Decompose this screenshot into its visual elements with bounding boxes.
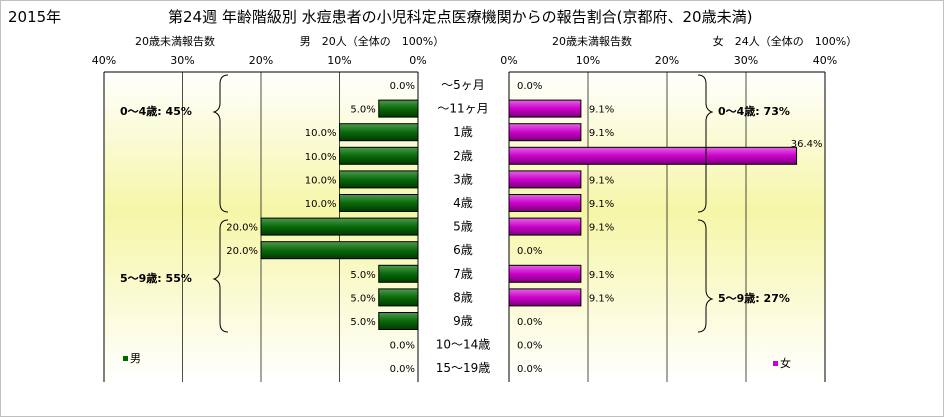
legend-male-swatch [123, 356, 128, 361]
male-bar [339, 146, 419, 165]
female-value-label: 0.0% [517, 81, 542, 92]
right-axis-title: 20歳未満報告数 [552, 35, 632, 48]
category-label: 9歳 [453, 314, 473, 328]
female-value-label: 0.0% [517, 341, 542, 352]
male-value-label: 5.0% [350, 270, 375, 281]
female-bar [508, 194, 582, 212]
male-bar [378, 264, 419, 283]
female-value-label: 9.1% [589, 128, 614, 139]
male-bar [260, 217, 419, 236]
category-label: 1歳 [453, 125, 473, 139]
right-tick-label: 30% [734, 54, 758, 67]
male-bar [378, 99, 419, 118]
category-label: 15～19歳 [436, 361, 491, 375]
male-bar [339, 170, 419, 189]
year-label: 2015年 [8, 8, 61, 26]
category-label: 10～14歳 [436, 338, 491, 352]
right-tick-label: 0% [500, 54, 517, 67]
legend-female-label: 女 [780, 356, 791, 370]
left-group-label-0-4: 0～4歳: 45% [120, 104, 192, 118]
right-group-label-0-4: 0～4歳: 73% [718, 104, 790, 118]
left-tick-label: 40% [92, 54, 116, 67]
male-value-label: 0.0% [390, 341, 415, 352]
right-tick-label: 10% [576, 54, 600, 67]
left-axis-title: 20歳未満報告数 [135, 35, 215, 48]
male-value-label: 20.0% [226, 223, 258, 234]
right-tick-label: 20% [655, 54, 679, 67]
female-value-label: 0.0% [517, 246, 542, 257]
male-value-label: 10.0% [305, 128, 337, 139]
female-bar [508, 170, 582, 189]
female-value-label: 0.0% [517, 317, 542, 328]
right-brace-5-9 [697, 219, 714, 333]
category-label: ～5ヶ月 [441, 78, 485, 92]
female-value-label: 36.4% [791, 139, 823, 150]
category-label: 2歳 [453, 149, 473, 163]
right-group-label-5-9: 5～9歳: 27% [718, 291, 790, 305]
female-bar [508, 123, 582, 142]
female-bar [508, 288, 582, 307]
male-bar [378, 288, 419, 307]
female-value-label: 9.1% [589, 223, 614, 234]
female-bar [508, 99, 582, 118]
male-value-label: 5.0% [350, 317, 375, 328]
male-value-label: 10.0% [305, 152, 337, 163]
legend-male-label: 男 [130, 352, 141, 365]
female-value-label: 9.1% [589, 199, 614, 210]
left-tick-label: 30% [170, 54, 194, 67]
male-bar [378, 312, 419, 330]
left-tick-label: 0% [409, 54, 426, 67]
left-brace-5-9 [212, 219, 229, 333]
male-value-label: 5.0% [350, 293, 375, 304]
left-panel-title: 男 20人（全体の 100%） [300, 34, 444, 48]
female-value-label: 9.1% [589, 175, 614, 186]
right-tick-label: 40% [813, 54, 837, 67]
right-brace-0-4 [697, 74, 714, 213]
left-group-label-5-9: 5～9歳: 55% [120, 271, 192, 285]
male-value-label: 0.0% [390, 364, 415, 375]
male-value-label: 0.0% [390, 81, 415, 92]
left-tick-label: 10% [327, 54, 351, 67]
category-label: 3歳 [453, 172, 473, 186]
male-value-label: 5.0% [350, 105, 375, 116]
left-brace-0-4 [212, 74, 229, 213]
category-label: 6歳 [453, 243, 473, 257]
male-value-label: 10.0% [305, 199, 337, 210]
male-bar [260, 241, 419, 260]
category-label: 4歳 [453, 196, 473, 210]
female-value-label: 9.1% [589, 270, 614, 281]
right-panel-title: 女 24人（全体の 100%） [713, 34, 857, 48]
category-label: ～11ヶ月 [437, 102, 488, 116]
chart-title: 第24週 年齢階級別 水痘患者の小児科定点医療機関からの報告割合(京都府、20歳… [168, 8, 752, 26]
category-label: 5歳 [453, 220, 473, 234]
legend-female-swatch [773, 361, 778, 366]
female-value-label: 0.0% [517, 364, 542, 375]
left-tick-label: 20% [249, 54, 273, 67]
category-label: 8歳 [453, 290, 473, 304]
female-bar [508, 217, 582, 236]
female-bar [508, 146, 798, 165]
female-bar [508, 264, 582, 283]
category-label: 7歳 [453, 267, 473, 281]
male-value-label: 10.0% [305, 175, 337, 186]
male-bar [339, 123, 419, 142]
female-value-label: 9.1% [589, 293, 614, 304]
male-value-label: 20.0% [226, 246, 258, 257]
female-value-label: 9.1% [589, 105, 614, 116]
male-bar [339, 194, 419, 212]
